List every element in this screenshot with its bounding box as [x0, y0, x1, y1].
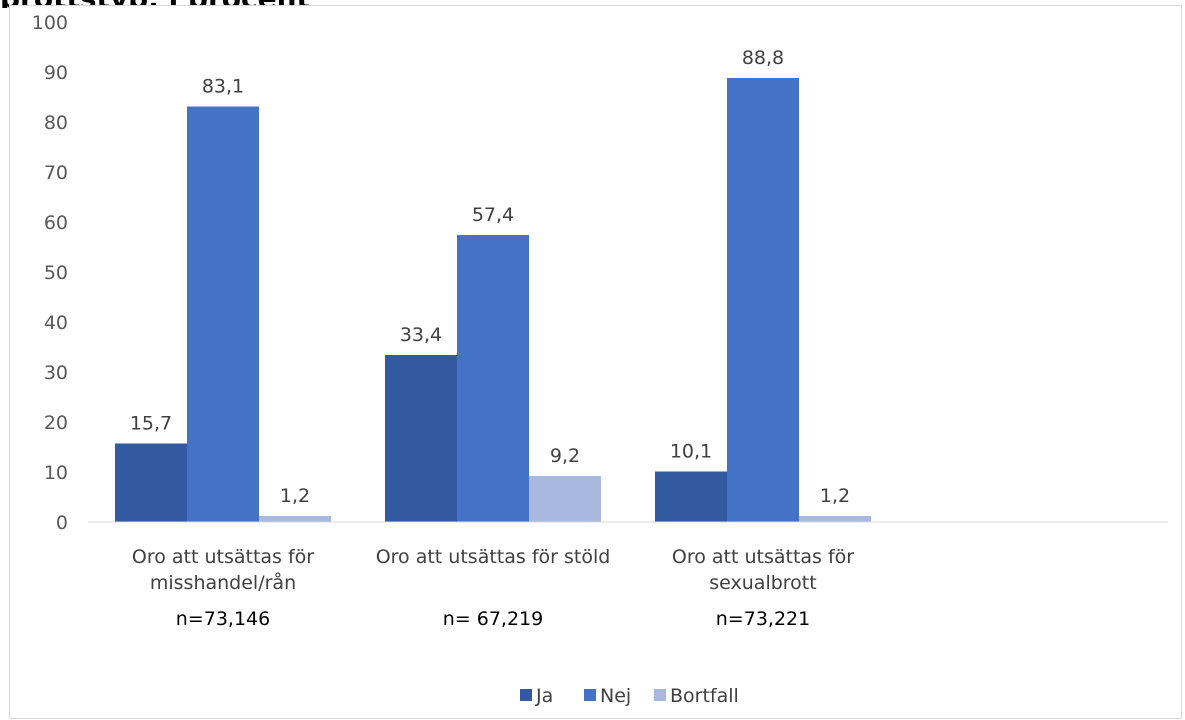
data-label: 10,1 [670, 441, 712, 463]
y-tick-label: 60 [44, 212, 68, 234]
data-label: 9,2 [550, 445, 580, 467]
bar-bortfall [799, 516, 871, 522]
sample-size-label: n= 67,219 [443, 608, 543, 630]
data-label: 15,7 [130, 413, 172, 435]
y-tick-label: 50 [44, 262, 68, 284]
legend-swatch-nej [584, 689, 596, 701]
bar-bortfall [529, 476, 601, 522]
sample-size-label: n=73,146 [176, 608, 270, 630]
y-tick-label: 80 [44, 112, 68, 134]
legend-label: Nej [600, 685, 631, 707]
y-tick-label: 40 [44, 312, 68, 334]
bar-bortfall [259, 516, 331, 522]
bar-nej [187, 106, 259, 522]
y-tick-label: 30 [44, 362, 68, 384]
bar-ja [115, 443, 187, 522]
y-tick-label: 0 [56, 512, 68, 534]
bar-nej [727, 78, 799, 522]
category-label: Oro att utsättas för [672, 546, 854, 568]
y-tick-label: 70 [44, 162, 68, 184]
sample-size-label: n=73,221 [716, 608, 810, 630]
data-label: 88,8 [742, 47, 784, 69]
legend-swatch-bortfall [654, 689, 666, 701]
data-label: 33,4 [400, 324, 442, 346]
data-label: 83,1 [202, 76, 244, 98]
bar-nej [457, 235, 529, 522]
bar-ja [655, 471, 727, 522]
data-label: 1,2 [820, 485, 850, 507]
y-tick-label: 10 [44, 462, 68, 484]
legend-label: Ja [535, 685, 553, 707]
category-label: sexualbrott [709, 572, 816, 594]
data-label: 1,2 [280, 485, 310, 507]
y-tick-label: 20 [44, 412, 68, 434]
bar-ja [385, 355, 457, 522]
category-label: Oro att utsättas för [132, 546, 314, 568]
category-label: Oro att utsättas för stöld [376, 546, 611, 568]
data-label: 57,4 [472, 204, 514, 226]
legend-label: Bortfall [670, 685, 739, 707]
y-tick-label: 90 [44, 62, 68, 84]
category-label: misshandel/rån [150, 571, 296, 594]
legend-swatch-ja [520, 689, 532, 701]
y-tick-label: 100 [32, 12, 68, 34]
